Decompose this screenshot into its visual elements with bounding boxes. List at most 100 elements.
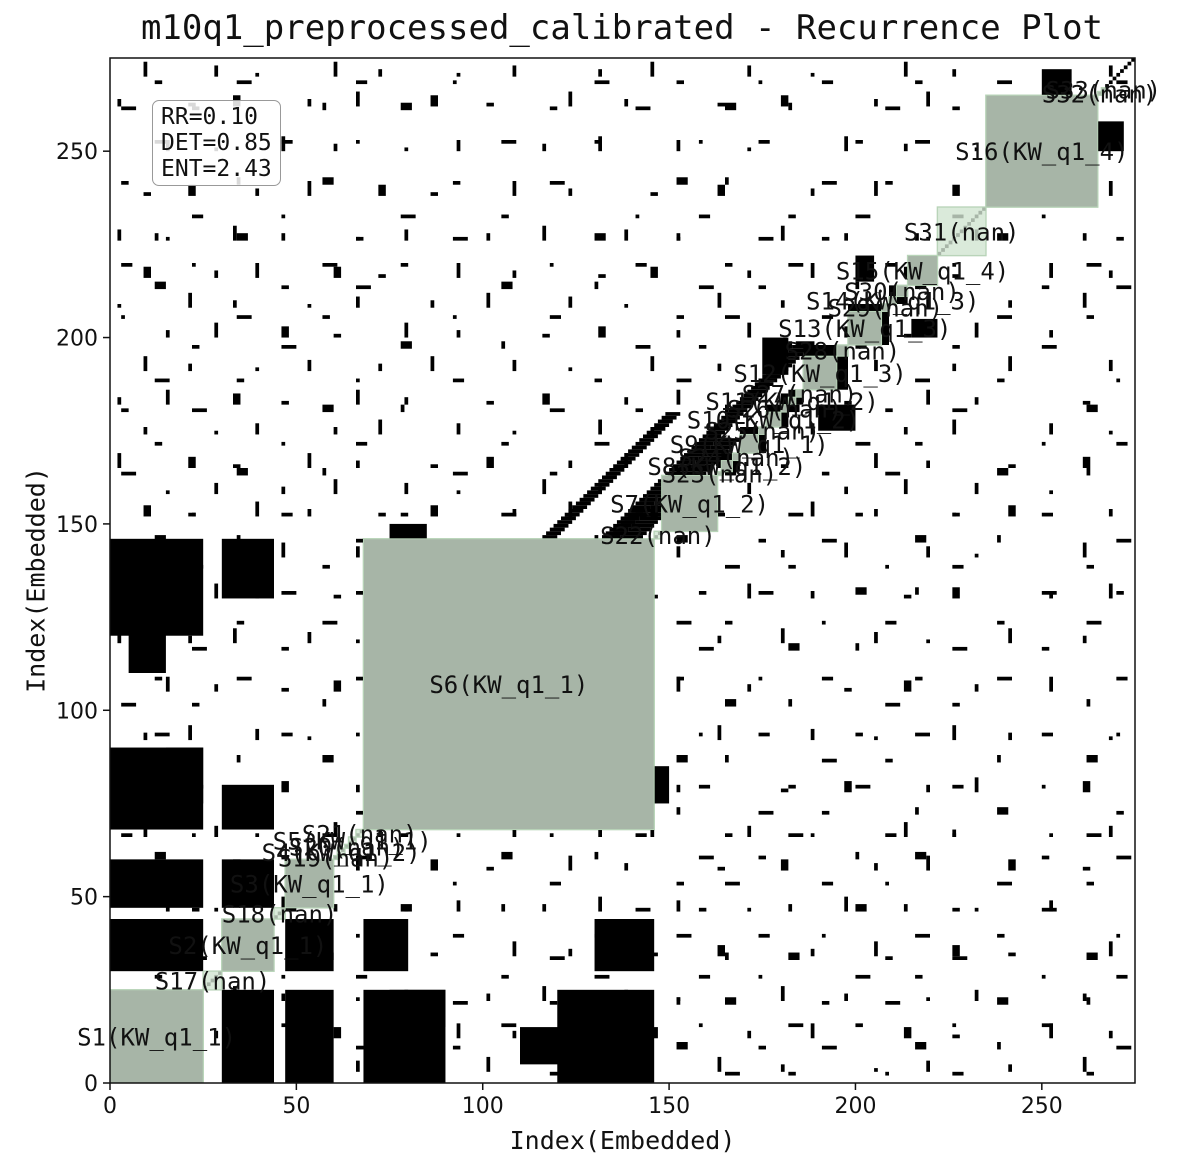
- recurrence-block: [758, 285, 766, 290]
- recurrence-block: [855, 851, 860, 860]
- segment-label: S18(nan): [222, 900, 338, 928]
- recurrence-block: [609, 527, 629, 532]
- recurrence-block: [926, 855, 930, 871]
- recurrence-block: [233, 225, 237, 241]
- recurrence-block: [698, 907, 707, 912]
- recurrence-block: [121, 702, 137, 707]
- recurrence-block: [430, 859, 438, 871]
- recurrence-block: [549, 471, 558, 476]
- segment-label: S25(nan): [704, 418, 820, 446]
- recurrence-block: [698, 1023, 703, 1028]
- segment-overlay-box: [1097, 91, 1102, 96]
- recurrence-block: [143, 732, 148, 741]
- recurrence-block: [635, 501, 655, 506]
- recurrence-block: [810, 591, 815, 599]
- recurrence-block: [192, 214, 204, 219]
- recurrence-block: [512, 825, 517, 837]
- recurrence-block: [452, 881, 457, 886]
- recurrence-block: [121, 564, 125, 569]
- recurrence-block: [333, 333, 342, 338]
- x-tick-label: 0: [103, 1094, 117, 1119]
- recurrence-block: [322, 755, 334, 763]
- recurrence-block: [356, 974, 368, 979]
- recurrence-block: [214, 825, 219, 837]
- recurrence-block: [404, 229, 409, 241]
- recurrence-block: [356, 546, 360, 558]
- recurrence-block: [1041, 345, 1057, 349]
- recurrence-block: [624, 397, 629, 405]
- recurrence-block: [661, 415, 677, 420]
- recurrence-block: [747, 430, 752, 435]
- recurrence-block: [568, 296, 573, 308]
- recurrence-block: [717, 102, 725, 107]
- recurrence-block: [322, 997, 327, 1005]
- recurrence-block: [165, 330, 170, 338]
- recurrence-block: [456, 72, 461, 77]
- segment-label: S16(KW_q1_4): [955, 138, 1128, 166]
- recurrence-block: [788, 643, 800, 651]
- recurrence-block: [1008, 464, 1016, 468]
- recurrence-block: [233, 550, 237, 558]
- recurrence-block: [356, 389, 360, 405]
- recurrence-block: [926, 236, 930, 241]
- segment-overlay-box: [731, 452, 741, 462]
- recurrence-block: [650, 427, 655, 435]
- recurrence-block: [717, 438, 740, 442]
- recurrence-block: [1086, 997, 1091, 1005]
- recurrence-block: [165, 784, 170, 793]
- segment-label: S30(nan): [844, 278, 960, 306]
- recurrence-block: [952, 274, 960, 278]
- recurrence-block: [676, 389, 681, 405]
- recurrence-block: [322, 1071, 330, 1076]
- segment-label: S8(KW_q1_2): [647, 453, 806, 481]
- recurrence-block: [281, 896, 286, 912]
- segment-label: S14(KW_q1_3): [806, 287, 979, 315]
- recurrence-block: [1108, 941, 1113, 957]
- recurrence-block: [486, 292, 491, 308]
- recurrence-block: [1008, 300, 1012, 308]
- recurrence-block: [952, 956, 968, 960]
- recurrence-block: [281, 140, 293, 144]
- recurrence-block: [635, 408, 643, 413]
- recurrence-block: [725, 620, 733, 625]
- recurrence-block: [214, 322, 219, 338]
- recurrence-block: [609, 468, 625, 472]
- recurrence-block: [117, 553, 122, 558]
- recurrence-block: [821, 620, 826, 625]
- recurrence-block: [605, 531, 625, 536]
- recurrence-block: [855, 732, 863, 737]
- recurrence-block: [635, 441, 651, 446]
- recurrence-block: [903, 61, 908, 77]
- segment-overlay-box: [895, 284, 909, 298]
- recurrence-block: [758, 1045, 766, 1050]
- recurrence-block: [620, 535, 643, 539]
- recurrence-block: [333, 266, 342, 278]
- recurrence-block: [165, 546, 170, 558]
- segment-overlay-box: [661, 474, 719, 532]
- recurrence-block: [121, 620, 133, 625]
- recurrence-block: [121, 106, 137, 111]
- recurrence-block: [788, 512, 804, 517]
- recurrence-block: [792, 345, 811, 349]
- recurrence-block: [624, 989, 629, 1001]
- recurrence-block: [281, 214, 286, 219]
- recurrence-block: [903, 427, 908, 435]
- recurrence-block: [874, 181, 878, 196]
- recurrence-block: [974, 684, 979, 692]
- recurrence-block: [549, 106, 558, 111]
- recurrence-block: [1049, 490, 1053, 495]
- recurrence-block: [233, 628, 237, 644]
- recurrence-block: [874, 99, 878, 107]
- recurrence-block: [706, 430, 725, 435]
- recurrence-block: [885, 881, 889, 886]
- recurrence-block: [818, 404, 856, 431]
- recurrence-block: [456, 1023, 461, 1039]
- recurrence-block: [389, 989, 446, 1028]
- recurrence-block: [855, 974, 871, 979]
- recurrence-block: [624, 99, 629, 107]
- recurrence-block: [281, 512, 293, 517]
- recurrence-block: [214, 583, 219, 599]
- recurrence-block: [650, 766, 670, 804]
- recurrence-block: [903, 1027, 912, 1039]
